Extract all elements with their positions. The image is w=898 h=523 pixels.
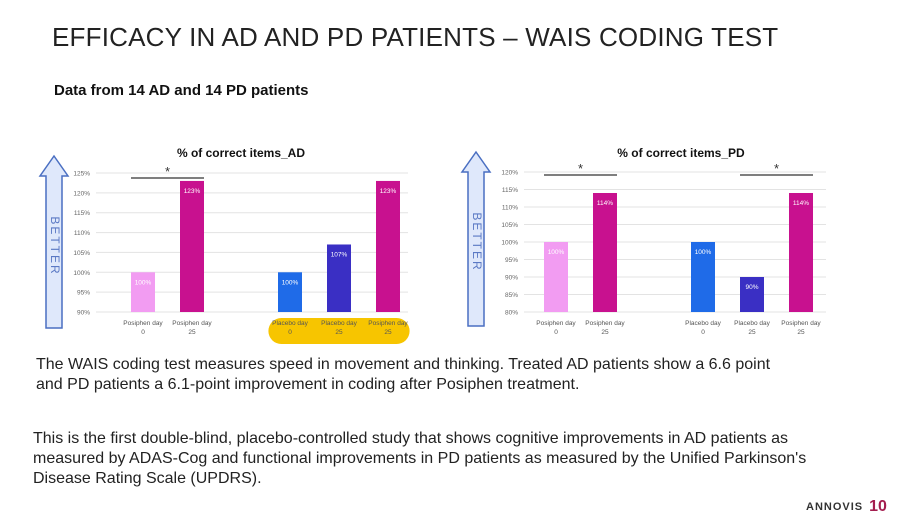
pd-y-tick-label: 120% — [501, 170, 518, 177]
ad-y-tick-label: 120% — [73, 190, 90, 197]
ad-x-tick-label: 25 — [188, 329, 196, 336]
pd-x-tick-label: Posiphen day — [585, 320, 625, 327]
pd-bar-value-label: 100% — [695, 249, 712, 256]
ad-y-tick-label: 90% — [77, 310, 90, 317]
pd-bar — [691, 242, 715, 312]
ad-better-arrow-icon — [38, 154, 70, 329]
pd-y-tick-label: 110% — [502, 205, 518, 212]
page-number: 10 — [869, 498, 887, 515]
pd-bar — [544, 242, 568, 312]
ad-y-tick-label: 100% — [73, 270, 90, 277]
pd-y-tick-label: 85% — [505, 292, 518, 299]
ad-bar — [376, 180, 400, 312]
ad-bar — [131, 272, 155, 312]
pd-bar-value-label: 114% — [793, 200, 809, 207]
ad-bar — [278, 272, 302, 312]
pd-better-arrow-label: BETTER — [470, 212, 484, 271]
ad-x-tick-label: 25 — [335, 329, 343, 336]
ad-y-tick-label: 125% — [73, 171, 90, 178]
ad-x-tick-label: Placebo day — [272, 320, 309, 327]
pd-y-tick-label: 80% — [505, 310, 518, 317]
ad-y-tick-label: 105% — [73, 250, 90, 257]
pd-significance-star: * — [774, 161, 779, 176]
pd-y-tick-label: 115% — [502, 187, 518, 194]
ad-x-tick-label: Posiphen day — [123, 320, 163, 327]
ad-bar-value-label: 100% — [282, 279, 299, 286]
ad-x-tick-label: 25 — [384, 329, 392, 336]
pd-y-tick-label: 105% — [501, 222, 518, 229]
ad-x-tick-label: Posiphen day — [368, 320, 408, 327]
ad-bar-chart: BETTER % of correct items_AD 90% 95% 100% 105… — [38, 146, 410, 344]
ad-chart-title: % of correct items_AD — [177, 146, 305, 160]
pd-x-tick-label: 0 — [701, 329, 705, 336]
pd-x-tick-label: 25 — [797, 329, 805, 336]
ad-y-tick-label: 115% — [74, 210, 90, 217]
ad-label-highlight — [268, 318, 410, 344]
study-summary-text: This is the first double-blind, placebo-… — [33, 430, 807, 487]
pd-x-tick-label: Placebo day — [734, 320, 771, 327]
pd-x-tick-label: Posiphen day — [781, 320, 821, 327]
wais-description-text: The WAIS coding test measures speed in m… — [36, 356, 771, 393]
page-title: EFFICACY IN AD AND PD PATIENTS – WAIS CO… — [52, 22, 779, 52]
ad-y-tick-label: 110% — [74, 230, 90, 237]
pd-better-arrow-icon — [460, 150, 492, 327]
pd-bar — [593, 193, 617, 312]
page-subtitle: Data from 14 AD and 14 PD patients — [54, 82, 309, 99]
pd-chart-panel: BETTER % of correct items_PD 80% 85% 90% 95% 1… — [456, 140, 836, 352]
pd-x-tick-label: Posiphen day — [536, 320, 576, 327]
ad-bar-value-label: 107% — [331, 251, 348, 258]
pd-significance-star: * — [578, 161, 583, 176]
ad-bar-value-label: 100% — [135, 279, 152, 286]
pd-bar — [789, 193, 813, 312]
ad-y-tick-label: 95% — [77, 290, 90, 297]
pd-y-tick-label: 100% — [501, 240, 518, 247]
pd-bar-value-label: 100% — [548, 249, 565, 256]
ad-bar-value-label: 123% — [184, 188, 201, 195]
ad-x-tick-label: 0 — [288, 329, 292, 336]
ad-x-tick-label: Posiphen day — [172, 320, 212, 327]
pd-x-tick-label: Placebo day — [685, 320, 722, 327]
pd-bar-chart: BETTER % of correct items_PD 80% 85% 90% 95% 1… — [460, 146, 826, 336]
pd-x-tick-label: 25 — [748, 329, 756, 336]
ad-x-tick-label: 0 — [141, 329, 145, 336]
ad-significance-star: * — [165, 164, 170, 179]
ad-bar — [180, 180, 204, 312]
pd-y-tick-label: 90% — [505, 275, 518, 282]
ad-better-arrow-label: BETTER — [48, 216, 62, 275]
ad-bar — [327, 244, 351, 312]
ad-chart-panel: BETTER % of correct items_AD 90% 95% 100% 105… — [36, 140, 426, 352]
pd-bar-value-label: 90% — [745, 284, 758, 291]
pd-bar-value-label: 114% — [597, 200, 613, 207]
ad-x-tick-label: Placebo day — [321, 320, 358, 327]
company-logo: ANNOVIS 10 — [806, 497, 887, 517]
logo-text: ANNOVIS — [806, 501, 864, 513]
pd-y-tick-label: 95% — [505, 257, 518, 264]
pd-bar — [740, 277, 764, 312]
pd-x-tick-label: 0 — [554, 329, 558, 336]
pd-x-tick-label: 25 — [601, 329, 609, 336]
ad-bar-value-label: 123% — [380, 188, 397, 195]
pd-chart-title: % of correct items_PD — [617, 146, 745, 160]
